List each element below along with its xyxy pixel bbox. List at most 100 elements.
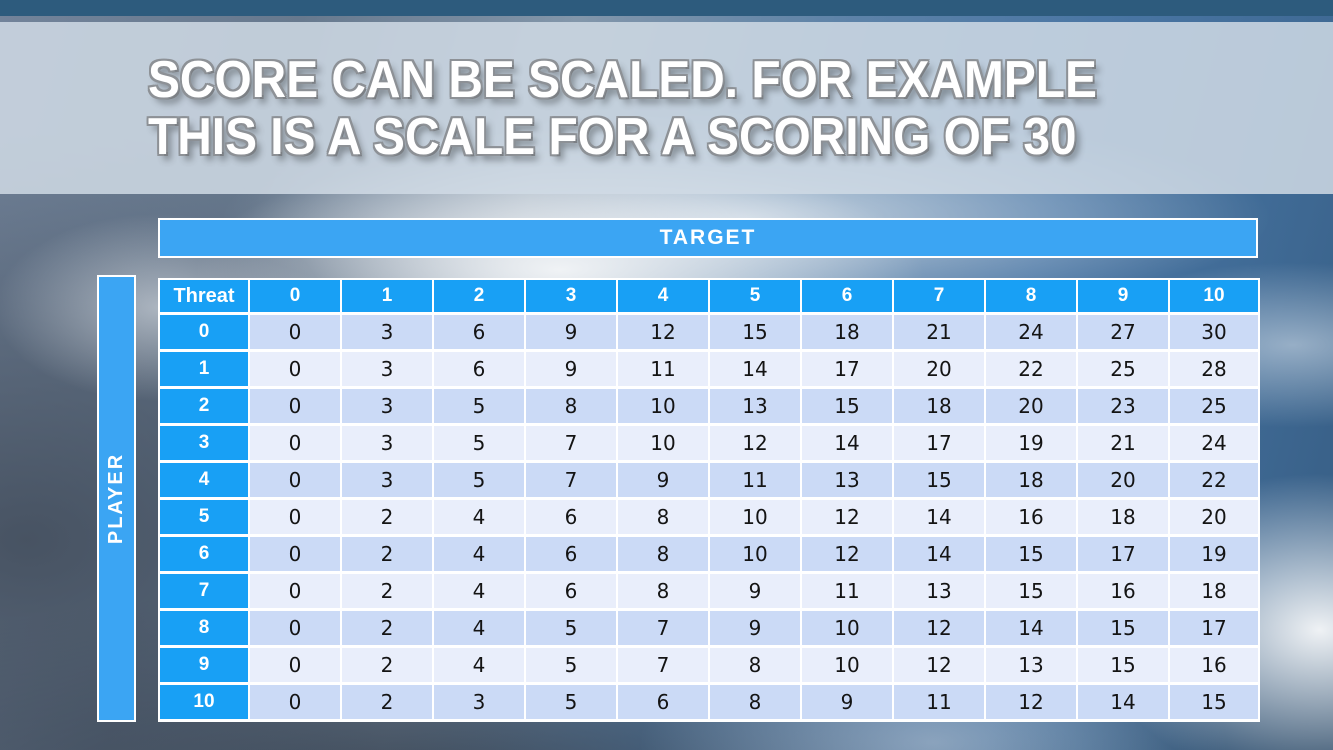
slide-title: SCORE CAN BE SCALED. FOR EXAMPLE THIS IS… xyxy=(148,52,1097,166)
score-cell: 9 xyxy=(526,315,618,352)
score-cell: 6 xyxy=(434,352,526,389)
score-cell: 5 xyxy=(526,685,618,722)
table-row: 4 0 3 5 7 9 11 13 15 18 20 22 xyxy=(160,463,1260,500)
score-cell: 12 xyxy=(894,648,986,685)
score-cell: 24 xyxy=(986,315,1078,352)
score-cell: 17 xyxy=(802,352,894,389)
score-cell: 18 xyxy=(986,463,1078,500)
score-cell: 14 xyxy=(986,611,1078,648)
column-header-cell: 7 xyxy=(894,280,986,315)
score-cell: 8 xyxy=(618,500,710,537)
score-cell: 17 xyxy=(1170,611,1260,648)
score-cell: 3 xyxy=(342,352,434,389)
score-cell: 2 xyxy=(342,685,434,722)
score-cell: 2 xyxy=(342,611,434,648)
score-cell: 13 xyxy=(986,648,1078,685)
score-cell: 4 xyxy=(434,648,526,685)
score-cell: 14 xyxy=(894,537,986,574)
score-cell: 0 xyxy=(250,648,342,685)
score-cell: 3 xyxy=(342,315,434,352)
score-cell: 7 xyxy=(526,426,618,463)
score-cell: 9 xyxy=(526,352,618,389)
score-cell: 3 xyxy=(434,685,526,722)
score-cell: 4 xyxy=(434,611,526,648)
score-cell: 14 xyxy=(894,500,986,537)
score-cell: 24 xyxy=(1170,426,1260,463)
score-cell: 25 xyxy=(1078,352,1170,389)
score-cell: 15 xyxy=(986,574,1078,611)
table-row: 6 0 2 4 6 8 10 12 14 15 17 19 xyxy=(160,537,1260,574)
score-cell: 18 xyxy=(894,389,986,426)
row-header-cell: 4 xyxy=(160,463,250,500)
score-cell: 6 xyxy=(618,685,710,722)
column-header-cell: 6 xyxy=(802,280,894,315)
score-cell: 13 xyxy=(710,389,802,426)
score-cell: 4 xyxy=(434,537,526,574)
score-cell: 10 xyxy=(618,389,710,426)
score-cell: 18 xyxy=(1170,574,1260,611)
score-cell: 0 xyxy=(250,426,342,463)
column-header-cell: 2 xyxy=(434,280,526,315)
column-header-cell: 1 xyxy=(342,280,434,315)
score-cell: 3 xyxy=(342,389,434,426)
score-cell: 19 xyxy=(1170,537,1260,574)
table-row: 2 0 3 5 8 10 13 15 18 20 23 25 xyxy=(160,389,1260,426)
score-cell: 12 xyxy=(986,685,1078,722)
player-label: PLAYER xyxy=(105,452,128,545)
score-cell: 15 xyxy=(1170,685,1260,722)
column-header-cell: 5 xyxy=(710,280,802,315)
score-cell: 0 xyxy=(250,315,342,352)
table-row: 10 0 2 3 5 6 8 9 11 12 14 15 xyxy=(160,685,1260,722)
score-cell: 8 xyxy=(618,574,710,611)
score-cell: 12 xyxy=(618,315,710,352)
row-header-cell: 10 xyxy=(160,685,250,722)
score-cell: 2 xyxy=(342,574,434,611)
table-row: 3 0 3 5 7 10 12 14 17 19 21 24 xyxy=(160,426,1260,463)
score-cell: 14 xyxy=(710,352,802,389)
table-row: 5 0 2 4 6 8 10 12 14 16 18 20 xyxy=(160,500,1260,537)
score-cell: 20 xyxy=(1170,500,1260,537)
score-cell: 19 xyxy=(986,426,1078,463)
score-cell: 8 xyxy=(526,389,618,426)
score-cell: 16 xyxy=(986,500,1078,537)
score-cell: 0 xyxy=(250,500,342,537)
score-cell: 9 xyxy=(802,685,894,722)
score-cell: 0 xyxy=(250,574,342,611)
score-cell: 18 xyxy=(1078,500,1170,537)
score-cell: 0 xyxy=(250,352,342,389)
column-header-cell: 10 xyxy=(1170,280,1260,315)
score-cell: 13 xyxy=(802,463,894,500)
score-cell: 5 xyxy=(434,389,526,426)
column-header-cell: 8 xyxy=(986,280,1078,315)
score-cell: 0 xyxy=(250,611,342,648)
table-row: 8 0 2 4 5 7 9 10 12 14 15 17 xyxy=(160,611,1260,648)
score-cell: 4 xyxy=(434,574,526,611)
row-header-cell: 2 xyxy=(160,389,250,426)
score-cell: 16 xyxy=(1170,648,1260,685)
score-cell: 9 xyxy=(710,574,802,611)
score-cell: 25 xyxy=(1170,389,1260,426)
row-header-cell: 3 xyxy=(160,426,250,463)
score-cell: 3 xyxy=(342,463,434,500)
score-cell: 20 xyxy=(1078,463,1170,500)
row-header-cell: 5 xyxy=(160,500,250,537)
target-header-bar: TARGET xyxy=(158,218,1258,258)
score-cell: 2 xyxy=(342,648,434,685)
row-header-cell: 1 xyxy=(160,352,250,389)
column-header-row: Threat 0 1 2 3 4 5 6 7 8 9 10 xyxy=(160,280,1260,315)
score-cell: 7 xyxy=(618,648,710,685)
top-accent-bar xyxy=(0,0,1333,16)
target-label: TARGET xyxy=(659,226,757,249)
score-cell: 0 xyxy=(250,389,342,426)
table-row: 1 0 3 6 9 11 14 17 20 22 25 28 xyxy=(160,352,1260,389)
score-cell: 5 xyxy=(526,648,618,685)
score-cell: 9 xyxy=(710,611,802,648)
score-cell: 10 xyxy=(802,648,894,685)
score-cell: 10 xyxy=(710,537,802,574)
score-cell: 10 xyxy=(618,426,710,463)
score-matrix-table: Threat 0 1 2 3 4 5 6 7 8 9 10 0 0 3 6 9 12 15 18 21 24 27 30 1… xyxy=(158,278,1260,722)
score-cell: 20 xyxy=(986,389,1078,426)
table-row: 7 0 2 4 6 8 9 11 13 15 16 18 xyxy=(160,574,1260,611)
column-header-cell: 9 xyxy=(1078,280,1170,315)
score-cell: 8 xyxy=(710,685,802,722)
